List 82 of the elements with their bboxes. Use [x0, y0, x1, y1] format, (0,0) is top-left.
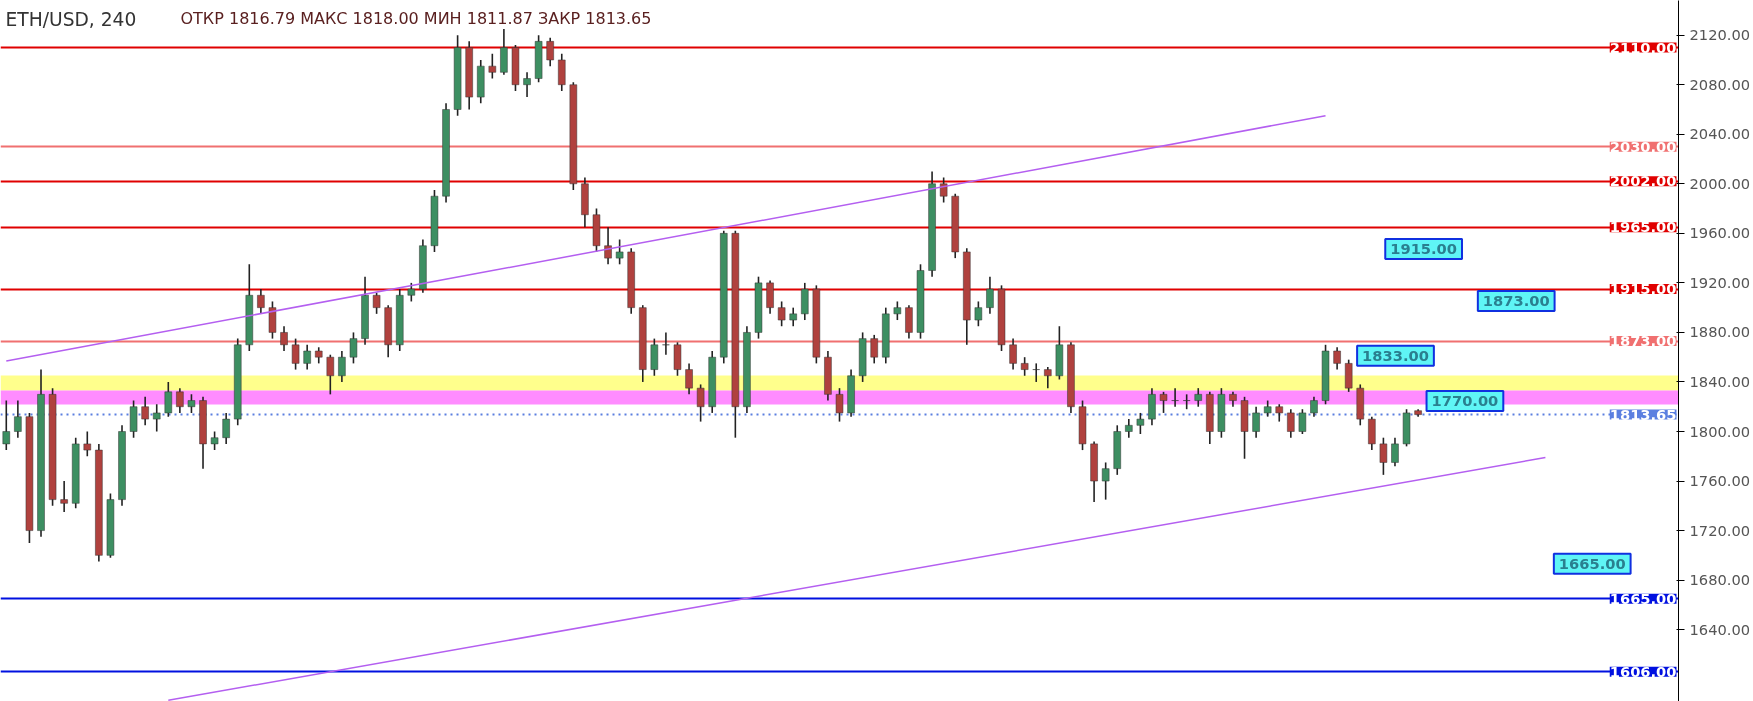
candlestick [141, 396, 149, 427]
annotation: 1833.00 [1362, 346, 1429, 364]
candlestick [1298, 408, 1307, 435]
candlestick [893, 300, 902, 321]
candlestick [349, 331, 358, 365]
y-tick-label: 1760.00 [1689, 472, 1751, 490]
y-tick-label: 2080.00 [1689, 75, 1751, 93]
candlestick [1194, 387, 1202, 408]
candlestick [1252, 405, 1260, 439]
candlestick [187, 393, 196, 414]
ref-line-label: 2002.00 [1609, 172, 1677, 190]
candlestick [546, 36, 554, 67]
ref-line-label: 1606.00 [1609, 662, 1677, 680]
candlestick [338, 350, 346, 383]
candlestick [1333, 346, 1341, 371]
candlestick [604, 226, 612, 266]
ref-line-label: 2030.00 [1609, 137, 1677, 155]
candlestick [176, 387, 184, 414]
candlestick [835, 387, 844, 423]
candlestick [615, 238, 624, 266]
ref-line-label: 1665.00 [1609, 589, 1677, 607]
candlestick [789, 306, 797, 328]
y-tick-label: 1920.00 [1689, 273, 1751, 291]
candlestick [1125, 418, 1133, 439]
candlestick [291, 337, 300, 371]
candlestick [14, 399, 22, 439]
y-tick-label: 2120.00 [1689, 26, 1751, 44]
annotation: 1873.00 [1482, 292, 1550, 310]
candlestick [1009, 337, 1017, 371]
candlestick [1171, 387, 1179, 408]
candlestick [870, 334, 878, 365]
annotation: 1665.00 [1558, 554, 1626, 572]
candlestick [685, 362, 693, 396]
candlestick [1391, 436, 1399, 467]
candlestick [986, 275, 994, 315]
candlestick [222, 412, 230, 445]
ref-line-label: 1873.00 [1609, 332, 1677, 350]
y-tick-label: 1640.00 [1689, 620, 1751, 638]
candlestick [662, 331, 670, 356]
candlestick [1287, 408, 1295, 439]
candlestick [326, 353, 335, 396]
candlestick [280, 325, 288, 352]
y-tick-label: 2040.00 [1689, 125, 1751, 143]
candlestick [777, 300, 786, 328]
candlestick [2, 399, 11, 451]
candlestick [1310, 396, 1318, 418]
ref-line-label: 1915.00 [1609, 280, 1677, 298]
candlestick [372, 291, 381, 315]
candlestick [1159, 391, 1168, 414]
candlestick [83, 430, 92, 458]
candlestick [1020, 356, 1029, 377]
y-tick-label: 1720.00 [1689, 521, 1751, 539]
candlestick [153, 403, 161, 433]
candlestick [1101, 461, 1110, 501]
candlestick [210, 430, 219, 451]
candlestick [164, 381, 173, 418]
candlestick [257, 288, 265, 315]
candlestick [407, 282, 416, 303]
candlestick [939, 176, 948, 204]
ref-line-label: 1813.65 [1609, 405, 1677, 423]
candlestick [974, 300, 983, 328]
candlestick [696, 383, 705, 423]
ref-line-label: 2110.00 [1609, 38, 1677, 56]
annotation: 1915.00 [1390, 240, 1458, 258]
candlestick [303, 344, 311, 371]
candlestick [1379, 436, 1388, 476]
y-tick-label: 1880.00 [1689, 323, 1751, 341]
candlestick [1032, 362, 1040, 383]
chart-title: ETH/USD, 240 [5, 8, 137, 30]
candlestick [1136, 412, 1145, 435]
annotation: 1770.00 [1431, 392, 1499, 410]
ref-line-label: 1965.00 [1609, 218, 1677, 236]
y-tick-label: 1680.00 [1689, 571, 1751, 589]
text: ОТКР 1816.79 МАКС 1818.00 МИН 1811.87 ЗАКР 1813.65 [180, 8, 652, 28]
candlestick [1044, 366, 1052, 389]
candlestick [523, 71, 531, 98]
y-tick-label: 1960.00 [1689, 224, 1751, 242]
candlestick [488, 52, 497, 80]
y-tick-label: 1840.00 [1689, 372, 1751, 390]
y-tick-label: 2000.00 [1689, 174, 1751, 192]
candlestick [60, 480, 68, 513]
y-tick-label: 1800.00 [1689, 422, 1751, 440]
